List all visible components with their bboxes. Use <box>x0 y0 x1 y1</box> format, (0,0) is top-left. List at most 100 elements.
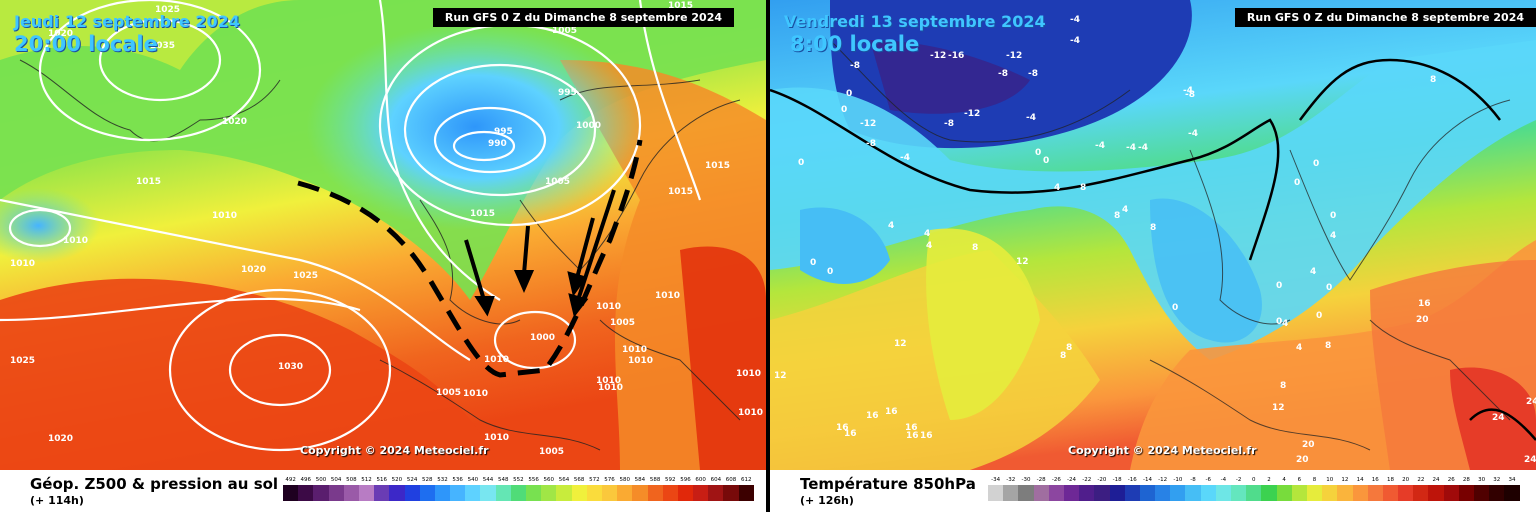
scale-label: 508 <box>346 477 357 483</box>
scale-label: 16 <box>1371 477 1379 483</box>
scale-step: -24 <box>1063 476 1080 501</box>
isobar-label: 1005 <box>610 318 635 328</box>
scale-label: 500 <box>315 477 327 483</box>
isobar-label: 1010 <box>736 369 761 379</box>
temperature-label: 0 <box>1035 148 1041 158</box>
scale-swatch <box>1079 485 1095 501</box>
scale-label: -32 <box>1006 477 1016 483</box>
scale-label: 28 <box>1462 477 1470 483</box>
scale-step: 548 <box>495 476 511 501</box>
scale-step: 508 <box>343 476 359 501</box>
isobar-label: 1015 <box>705 161 730 171</box>
temperature-label: 0 <box>841 105 847 115</box>
scale-label: 612 <box>740 477 752 483</box>
temperature-label: 16 <box>866 411 879 421</box>
scale-label: 560 <box>543 477 555 483</box>
scale-swatch <box>1352 485 1368 501</box>
isobar-label: 1000 <box>530 333 555 343</box>
scale-step: 604 <box>708 476 724 501</box>
temperature-label: -16 <box>948 51 964 61</box>
temperature-label: 0 <box>1172 303 1178 313</box>
isobar-label: 1010 <box>622 345 647 355</box>
isobar-label: 1010 <box>212 211 237 221</box>
temperature-label: 0 <box>1276 281 1282 291</box>
scale-swatch <box>1109 485 1125 501</box>
scale-swatch <box>723 485 739 501</box>
scale-label: 14 <box>1356 477 1364 483</box>
copyright: Copyright © 2024 Meteociel.fr <box>300 444 489 457</box>
scale-label: -8 <box>1190 477 1196 483</box>
scale-swatch <box>1489 485 1505 501</box>
temperature-labels: -4-4-12 -16 -12-8 -8-8-12 -8-12-4-8-4-4-8-4-… <box>774 15 1536 465</box>
scale-step: 18 <box>1382 476 1399 501</box>
scale-step: 16 <box>1367 476 1383 501</box>
scale-swatch <box>662 485 678 501</box>
local-time: 8:00 locale <box>790 32 920 56</box>
temperature-label: 0 <box>810 258 816 268</box>
panel-divider <box>766 0 770 512</box>
temperature-label: 8 <box>1066 343 1072 353</box>
temperature-label: 4 <box>924 229 930 239</box>
isobar-label: 1005 <box>539 447 564 457</box>
scale-label: 580 <box>619 477 630 483</box>
scale-label: 2 <box>1267 477 1271 483</box>
scale-swatch <box>495 485 511 501</box>
scale-swatch <box>693 485 709 501</box>
scale-step: 556 <box>526 476 542 501</box>
scale-swatch <box>328 485 344 501</box>
isobar-label: 1010 <box>63 236 88 246</box>
scale-step: 600 <box>693 476 709 501</box>
scale-label: 572 <box>589 477 600 483</box>
scale-label: 528 <box>422 477 433 483</box>
scale-swatch <box>1367 485 1383 501</box>
isobar-label: 1000 <box>576 121 601 131</box>
temperature-label: 0 <box>798 158 804 168</box>
scale-swatch <box>298 485 314 501</box>
isobar-label: 1030 <box>278 362 303 372</box>
isobar-label: 1010 <box>628 356 653 366</box>
scale-swatch <box>526 485 542 501</box>
scale-swatch <box>1139 485 1156 501</box>
scale-swatch <box>434 485 451 501</box>
scale-swatch <box>708 485 724 501</box>
scale-step: -2 <box>1231 476 1247 501</box>
scale-step: 34 <box>1504 476 1520 501</box>
scale-label: 584 <box>634 477 646 483</box>
temperature-label: -12 <box>860 119 876 129</box>
temperature-label: -4 <box>1126 143 1136 153</box>
run-banner: Run GFS 0 Z du Dimanche 8 septembre 2024 <box>1234 8 1536 27</box>
scale-label: 544 <box>482 477 494 483</box>
scale-step: 512 <box>358 476 375 501</box>
scale-step: 14 <box>1352 476 1368 501</box>
temperature-label: 8 <box>1430 75 1436 85</box>
isobar-label: 1020 <box>241 265 266 275</box>
trough-axis <box>297 139 643 378</box>
scale-swatch <box>1458 485 1474 501</box>
scale-swatch <box>283 485 299 501</box>
scale-swatch <box>419 485 435 501</box>
zero-isotherm <box>770 58 1536 441</box>
scale-step: 524 <box>404 476 420 501</box>
temperature-label: 4 <box>888 221 894 231</box>
temperature-label: 16 <box>906 431 919 441</box>
scale-step: 516 <box>374 476 390 501</box>
scale-swatch <box>601 485 618 501</box>
temperature-label: 16 <box>920 431 933 441</box>
scale-step: 504 <box>328 476 344 501</box>
temperature-label: -8 <box>944 119 954 129</box>
scale-step: 568 <box>571 476 587 501</box>
temperature-label: -8 <box>850 61 860 71</box>
scale-swatch <box>510 485 526 501</box>
isobar-label: 1010 <box>655 291 680 301</box>
scale-swatch <box>1261 485 1277 501</box>
scale-swatch <box>541 485 557 501</box>
scale-step: 24 <box>1428 476 1444 501</box>
temperature-label: 16 <box>836 423 849 433</box>
temperature-label: 8 <box>1060 351 1066 361</box>
temperature-label: -8 <box>1185 90 1195 100</box>
scale-step: -30 <box>1018 476 1034 501</box>
scale-label: 30 <box>1478 477 1486 483</box>
scale-swatch <box>617 485 633 501</box>
scale-step: 2 <box>1261 476 1277 501</box>
scale-label: 540 <box>467 477 479 483</box>
